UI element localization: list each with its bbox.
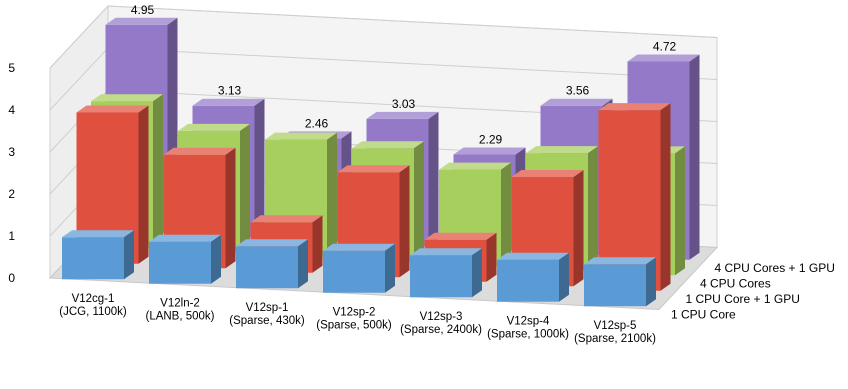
bar-front — [584, 264, 646, 307]
bar-top — [497, 252, 569, 260]
bar — [62, 230, 134, 280]
bar-top — [76, 105, 149, 113]
bar — [149, 234, 221, 284]
series-label: 1 CPU Core + 1 GPU — [686, 292, 800, 306]
category-label: V12sp-4 (Sparse, 1000k) — [487, 316, 569, 341]
bar-top — [62, 230, 134, 238]
category-label: V12sp-5 (Sparse, 2100k) — [574, 320, 656, 345]
bar-side — [472, 248, 482, 298]
bar-top — [598, 103, 671, 111]
bar-front — [236, 246, 298, 289]
bar-front — [76, 112, 139, 264]
bar-side — [312, 215, 323, 273]
bar-front — [410, 255, 472, 298]
bar-top — [526, 146, 598, 154]
bar-front — [497, 259, 559, 302]
bar-front — [598, 110, 661, 291]
data-label: 2.29 — [479, 133, 503, 147]
bar-side — [225, 147, 236, 269]
bar-side — [414, 141, 424, 262]
data-label: 4.95 — [131, 3, 155, 17]
data-label: 3.13 — [218, 84, 242, 98]
bar-top — [105, 17, 178, 25]
bar-side — [240, 123, 250, 253]
bar-side — [385, 243, 395, 293]
x-axis: V12cg-1 (JCG, 1100k) V12ln-2 (LANB, 500k) V1… — [59, 293, 656, 345]
bar-side — [399, 165, 410, 278]
gridline — [49, 5, 718, 69]
y-tick-label: 0 — [8, 271, 15, 285]
bar-side — [501, 162, 511, 267]
data-label: 3.03 — [392, 97, 416, 111]
series-label: 1 CPU Core — [671, 308, 736, 322]
bar — [497, 252, 569, 302]
series-label: 4 CPU Cores + 1 GPU — [715, 261, 835, 275]
y-tick-label: 3 — [8, 145, 15, 159]
bar-top — [265, 132, 337, 140]
bar — [236, 239, 308, 289]
data-label: 2.46 — [305, 116, 329, 130]
y-axis: 0 1 2 3 4 5 — [8, 61, 15, 285]
bar-side — [646, 257, 656, 307]
bar-top — [453, 147, 526, 155]
y-tick-label: 4 — [8, 103, 15, 117]
bar-top — [366, 111, 439, 119]
bar-top — [91, 94, 163, 102]
bar-side — [428, 111, 439, 247]
bar-top — [236, 239, 308, 247]
data-label: 3.56 — [566, 84, 590, 98]
bar-top — [410, 248, 482, 256]
data-label: 4.72 — [653, 39, 677, 53]
bar-top — [149, 234, 221, 242]
bar-top — [352, 141, 424, 149]
bar-side — [573, 170, 584, 287]
bar-side — [675, 146, 685, 276]
bar-top — [163, 147, 236, 155]
category-label: V12ln-2 (LANB, 500k) — [145, 298, 214, 323]
bar-side — [559, 252, 569, 302]
data-labels: 4.95 3.13 2.46 3.03 2.29 3.56 4.72 — [131, 3, 677, 147]
bar — [323, 243, 395, 293]
bar-top — [323, 243, 395, 251]
bar-side — [211, 234, 221, 284]
category-label: V12sp-1 (Sparse, 430k) — [229, 302, 305, 327]
bar-top — [250, 215, 323, 223]
category-label: V12cg-1 (JCG, 1100k) — [59, 293, 127, 318]
series-label: 4 CPU Cores — [700, 277, 771, 291]
bar-top — [178, 123, 250, 131]
bar-side — [153, 94, 163, 249]
bar-side — [689, 54, 700, 260]
bar-top — [627, 54, 700, 62]
bar-side — [298, 239, 308, 289]
bar-top — [424, 232, 497, 240]
category-label: V12sp-3 (Sparse, 2400k) — [400, 311, 482, 336]
bar-top — [540, 98, 613, 106]
bar-top — [584, 257, 656, 265]
bar — [410, 248, 482, 298]
bar — [76, 105, 149, 264]
bar-top — [511, 170, 584, 177]
bar-front — [323, 250, 385, 293]
bar-top — [337, 165, 410, 173]
bar-side — [660, 103, 671, 291]
bar — [598, 103, 671, 291]
bar-front — [149, 241, 211, 284]
bar-top — [439, 162, 511, 170]
bar-top — [192, 98, 265, 106]
bars — [62, 17, 700, 307]
bar — [584, 257, 656, 307]
y-tick-label: 2 — [8, 187, 15, 201]
bar-side — [138, 105, 149, 264]
category-label: V12sp-2 (Sparse, 500k) — [316, 307, 392, 332]
bar-side — [588, 146, 598, 271]
bar-front — [62, 237, 124, 280]
bar-side — [327, 132, 337, 258]
y-tick-label: 1 — [8, 229, 15, 243]
bar-side — [124, 230, 134, 280]
bar-side — [486, 232, 497, 282]
y-tick-label: 5 — [8, 61, 15, 75]
bar-side — [254, 98, 265, 238]
